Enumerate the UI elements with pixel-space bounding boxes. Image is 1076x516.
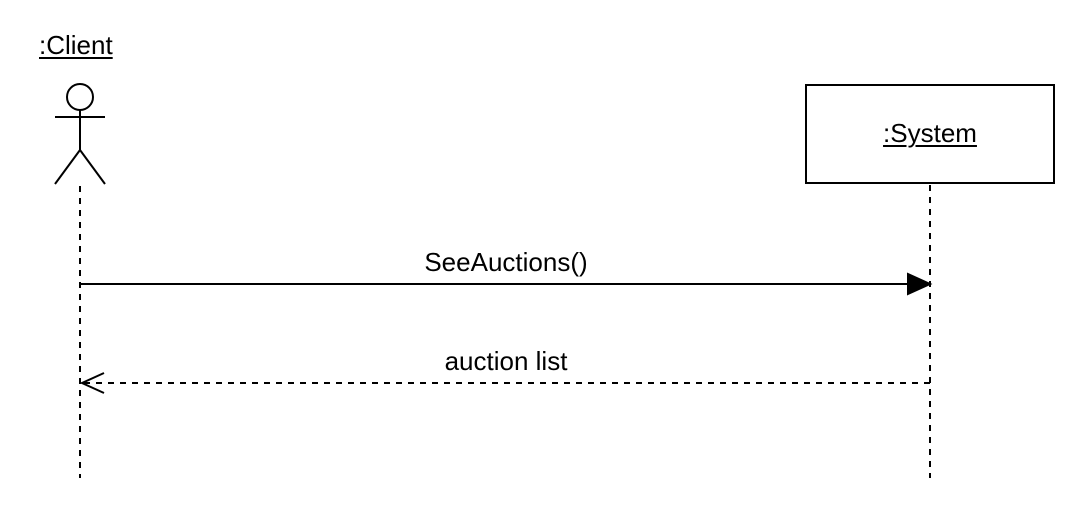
system-participant-label: :System xyxy=(805,120,1055,146)
call-arrowhead-icon xyxy=(907,272,933,296)
return-message-label: auction list xyxy=(444,346,568,376)
call-message-label: SeeAuctions() xyxy=(424,247,588,277)
actor-right-leg xyxy=(79,149,106,185)
client-actor-icon xyxy=(54,83,106,185)
actor-head xyxy=(66,83,94,111)
system-object-box xyxy=(805,84,1055,184)
client-participant-label: :Client xyxy=(39,30,113,60)
actor-left-leg xyxy=(54,149,81,185)
return-arrowhead-icon xyxy=(79,372,105,394)
system-participant-name: :System xyxy=(883,118,977,148)
